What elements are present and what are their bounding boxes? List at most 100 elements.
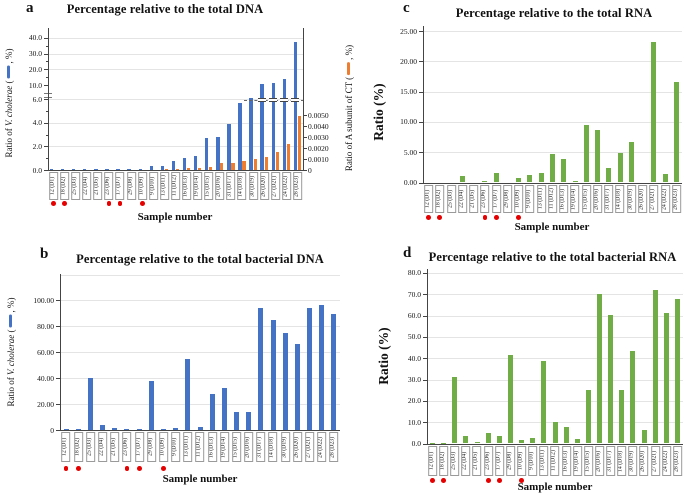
- category-label: 19 (D14): [570, 185, 580, 213]
- marked-sample-dot: [136, 466, 142, 471]
- bar: [541, 361, 547, 444]
- bar: [105, 168, 109, 170]
- y-axis-tick: [56, 352, 60, 353]
- x-axis: [426, 443, 683, 445]
- category-label: 13 (D11): [183, 432, 193, 462]
- bar: [286, 143, 290, 170]
- y-axis-tick-label: 0.00: [403, 178, 417, 187]
- bar: [72, 169, 76, 170]
- marked-sample-dot: [437, 215, 443, 220]
- y-axis-minor-tick: [45, 110, 48, 112]
- x-axis-label-c: Sample number: [514, 221, 590, 233]
- y-axis-tick: [56, 430, 60, 431]
- y-axis-tick-label: 0.0: [32, 165, 42, 175]
- category-label: 11 (D12): [170, 172, 181, 200]
- category-label: 29 (D8): [126, 172, 136, 200]
- gridline: [60, 404, 340, 405]
- gridline: [427, 358, 683, 360]
- bar: [294, 344, 300, 430]
- category-label: 12 (D1): [61, 432, 71, 462]
- category-label: 20 (D16): [592, 185, 603, 213]
- bar: [209, 393, 215, 430]
- category-label: 9 (D10): [171, 432, 181, 462]
- y-axis-tick: [44, 170, 48, 171]
- y-label-text: (: [6, 329, 16, 335]
- category-label: 15 (D15): [231, 432, 242, 462]
- bar: [136, 429, 142, 430]
- category-label: 19 (D14): [193, 172, 203, 200]
- bar-break-mark: [291, 97, 300, 102]
- category-label: 24 (D22): [661, 446, 671, 476]
- category-label: 11 (D12): [550, 446, 560, 476]
- bar: [49, 169, 54, 170]
- bar: [112, 428, 118, 430]
- gridline: [48, 69, 303, 71]
- gridline: [423, 152, 682, 154]
- y-axis-tick: [419, 31, 423, 32]
- category-label: 15 (D15): [204, 172, 214, 200]
- category-label: 27 (D21): [650, 446, 660, 476]
- y-axis: [60, 274, 61, 430]
- category-label: 26 (D20): [259, 172, 269, 200]
- y-label-text: Ratio of: [6, 375, 16, 407]
- y-axis-tick-label: 2.0: [32, 141, 42, 151]
- category-label: 16 (D13): [207, 432, 217, 462]
- category-label: 15 (D15): [583, 446, 593, 476]
- y-axis-tick-label: 20.0: [407, 396, 421, 406]
- bar: [597, 294, 603, 444]
- x-axis-label-a: Sample number: [137, 211, 213, 223]
- bar: [160, 166, 165, 170]
- y-axis-tick: [423, 358, 427, 360]
- gridline: [427, 272, 683, 274]
- gridline: [423, 61, 682, 63]
- y-axis-tick-label: 20.0: [28, 64, 42, 74]
- bar: [482, 180, 488, 183]
- category-label: 10 (D9): [137, 172, 147, 200]
- panel-letter-d: d: [403, 245, 412, 261]
- category-label: 28 (D23): [329, 432, 339, 462]
- category-label: 31 (D17): [226, 172, 236, 200]
- y-label-text: Ratio (%): [376, 327, 391, 385]
- category-label: 20 (D16): [594, 446, 605, 476]
- y-axis-tick: [44, 99, 48, 101]
- bar: [75, 429, 81, 430]
- y-axis-minor-tick: [45, 77, 48, 79]
- category-label: 25 (D3): [450, 446, 460, 476]
- y-label-text: , %): [6, 297, 16, 313]
- bar: [87, 378, 93, 430]
- bar: [138, 168, 142, 170]
- bar: [197, 426, 203, 430]
- category-label: 11 (D12): [547, 185, 558, 213]
- category-label: 31 (D17): [256, 432, 266, 462]
- y-axis-tick-label: 40.00: [37, 373, 54, 383]
- category-label: 26 (D20): [637, 185, 648, 213]
- bar: [149, 166, 154, 170]
- y-axis-tick: [423, 443, 427, 445]
- y-axis-tick: [56, 404, 60, 405]
- y-axis-label-b: Ratio of V. cholerae (, %): [6, 297, 16, 406]
- y-axis-tick-label: 0.0: [411, 439, 421, 448]
- bar: [459, 176, 465, 183]
- bar: [205, 138, 209, 170]
- y-axis-tick-label: 60.00: [37, 347, 54, 357]
- panel-letter-c: c: [403, 0, 410, 16]
- category-label: 13 (D11): [539, 446, 549, 476]
- bar: [493, 173, 499, 183]
- y-axis-tick-label: 100.00: [33, 295, 54, 305]
- bar: [507, 355, 513, 444]
- category-label: 28 (D23): [671, 185, 681, 213]
- marked-sample-dot: [161, 466, 166, 471]
- y-axis-tick-label: 40.0: [407, 353, 421, 363]
- category-label: 18 (D2): [73, 432, 83, 462]
- marked-sample-dot: [117, 201, 123, 206]
- category-label: 14 (D18): [268, 432, 278, 462]
- bar: [182, 158, 187, 170]
- category-label: 31 (D17): [606, 446, 616, 476]
- category-label: 16 (D13): [559, 185, 569, 213]
- gridline: [48, 37, 303, 39]
- gridline: [427, 315, 683, 317]
- bar: [238, 102, 242, 170]
- panel-title-d: Percentage relative to the total bacteri…: [428, 250, 677, 264]
- y-axis-tick-label: 10.00: [400, 117, 417, 127]
- y-axis-tick: [419, 182, 423, 184]
